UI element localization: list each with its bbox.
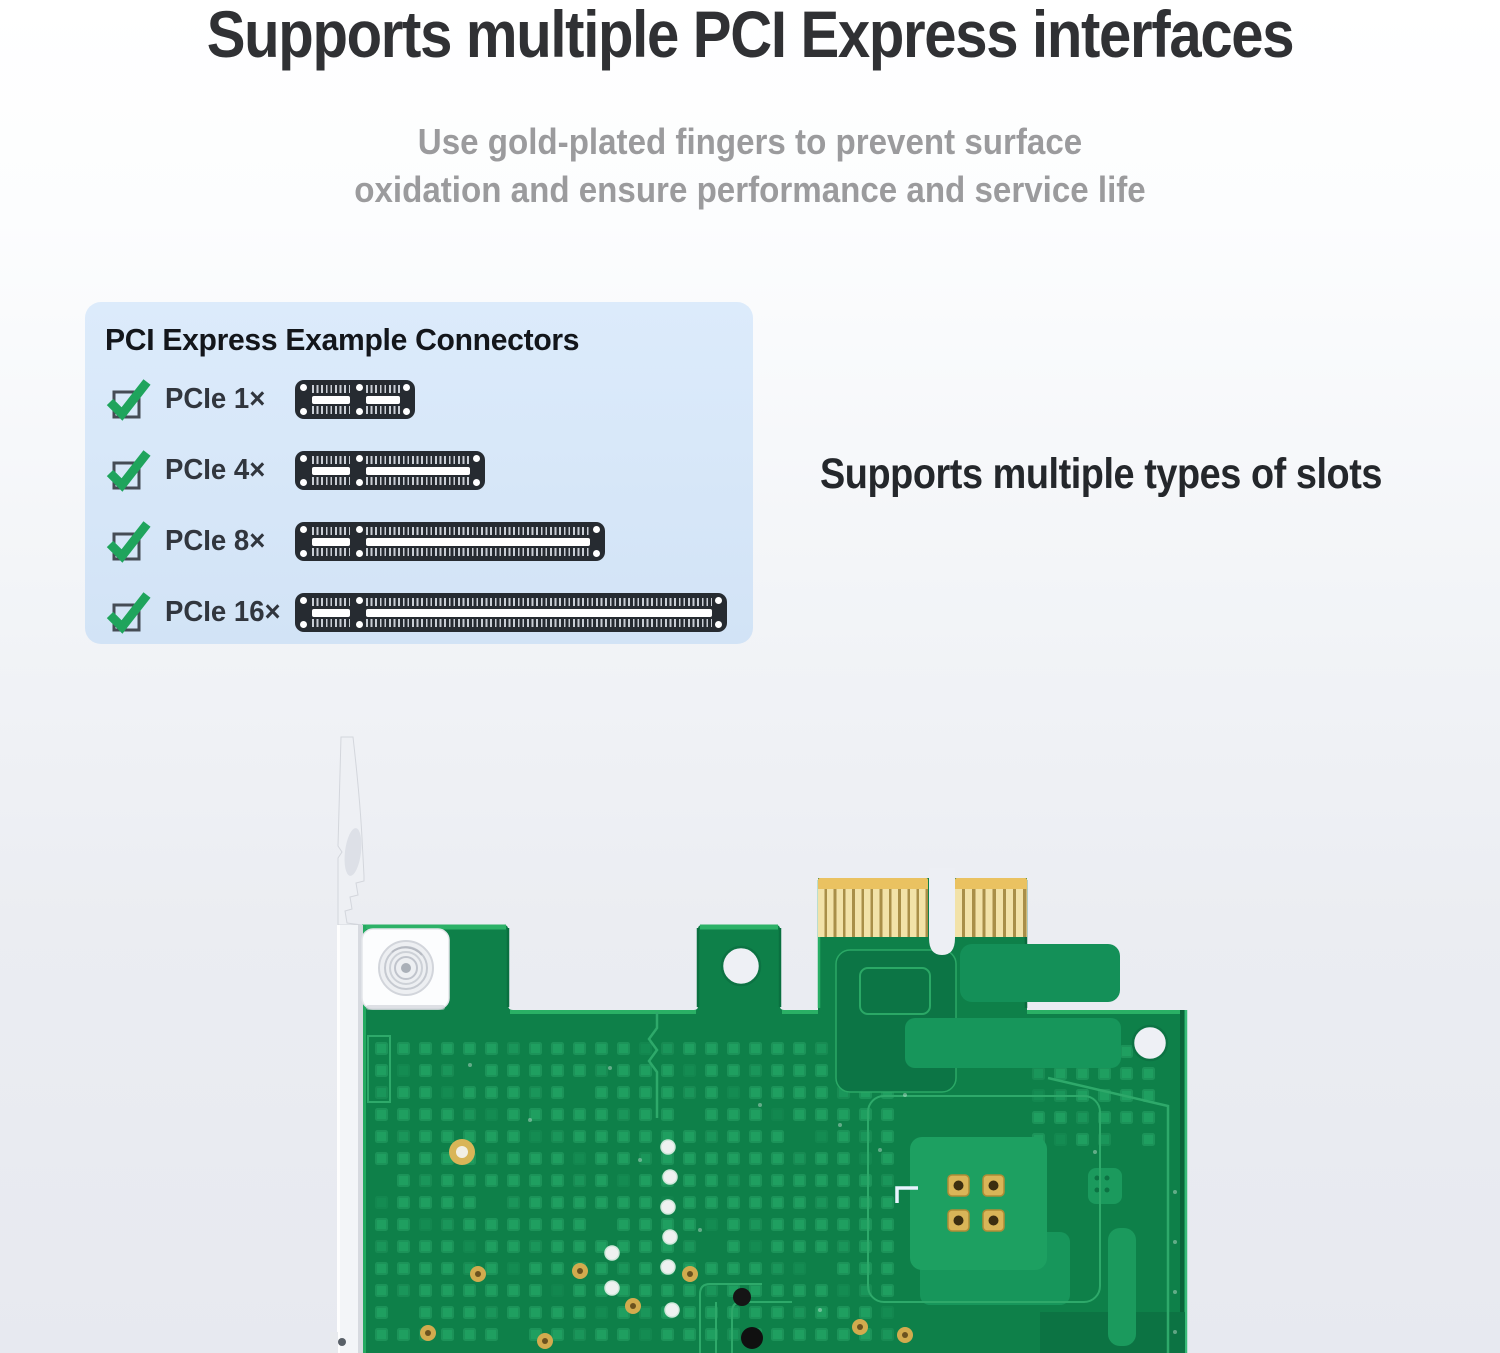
row-label: PCIe 1× [165,383,266,415]
bracket-slot-hole [344,828,362,876]
pcb-detail-graphic [330,736,1185,1353]
pcie-slot-graphic-16x [295,593,727,632]
product-photo [0,693,1500,1353]
row-label: PCIe 8× [165,525,266,557]
side-caption: Supports multiple types of slots [820,450,1382,498]
pcie-row-16x: PCIe 16× [105,584,753,641]
check-icon [106,521,151,563]
white-pads [604,1139,680,1318]
pcie-slot-graphic-8x [295,522,605,561]
pcie-row-8x: PCIe 8× [105,513,753,570]
black-test-point [733,1288,751,1306]
edge-key-notch [929,868,955,955]
pcie-connector-panel: PCI Express Example Connectors PCIe 1× P… [85,302,753,644]
silkscreen-corner-mark [895,1186,918,1203]
pcie-row-4x: PCIe 4× [105,442,753,499]
row-label: PCIe 16× [165,596,281,628]
slot-segment-long [366,451,470,490]
check-icon [106,592,151,634]
board-hole [720,945,762,987]
slot-segment-long [366,593,712,632]
slot-key-dot [356,384,363,391]
board-hole [1131,1024,1169,1062]
subtitle-line-2: oxidation and ensure performance and ser… [354,168,1146,210]
check-icon [106,379,151,421]
gold-fingers-short-group [955,878,1027,937]
slot-segment-long [366,522,590,561]
slot-corner-dot [403,384,410,391]
pcie-slot-graphic-1x [295,380,415,419]
slot-segment-short [312,451,350,490]
slot-segment-short [312,522,350,561]
slot-corner-dot [403,408,410,415]
page-title: Supports multiple PCI Express interfaces [206,0,1295,71]
slot-segment-short [312,593,350,632]
bracket-tab [337,736,365,926]
page-subtitle: Use gold-plated fingers to prevent surfa… [60,118,1440,214]
gold-fingers-long-group [818,878,928,937]
slot-segment-long [366,380,400,419]
subtitle-line-1: Use gold-plated fingers to prevent surfa… [417,121,1083,162]
slot-corner-dot [300,408,307,415]
panel-heading: PCI Express Example Connectors [105,322,580,357]
check-icon [106,450,151,492]
row-label: PCIe 4× [165,454,266,486]
pcie-row-1x: PCIe 1× [105,371,753,428]
slot-corner-dot [300,384,307,391]
via-grid [375,1042,894,1341]
slot-key-dot [356,408,363,415]
screw [378,940,434,996]
black-test-point [741,1327,763,1349]
chip-pad-area [910,1137,1047,1270]
pcie-slot-graphic-4x [295,451,485,490]
slot-segment-short [312,380,350,419]
